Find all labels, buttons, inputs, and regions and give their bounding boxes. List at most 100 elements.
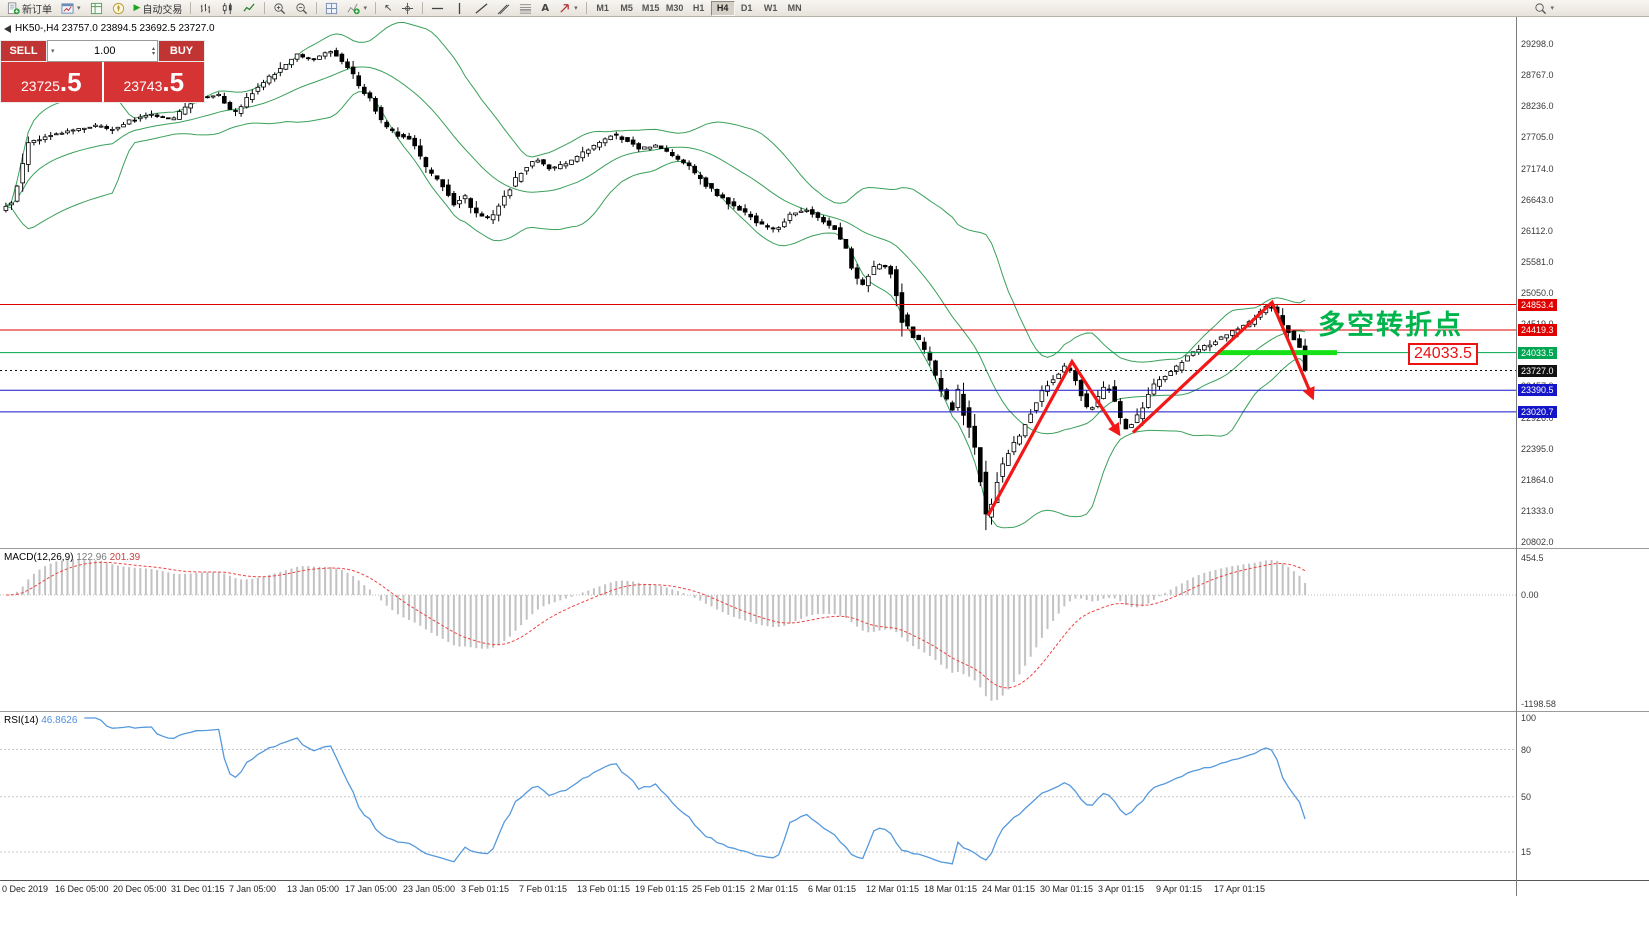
sell-price[interactable]: 23725.5 — [1, 62, 102, 102]
time-label: 30 Mar 01:15 — [1040, 884, 1094, 894]
line-chart-button[interactable] — [239, 1, 260, 16]
price-level-label: 24033.5 — [1518, 347, 1557, 359]
buy-button[interactable]: BUY — [158, 40, 205, 62]
zoom-out-icon — [296, 2, 308, 14]
timeframe-mn-button[interactable]: MN — [783, 1, 807, 16]
rsi-label: RSI(14) 46.8626 — [4, 715, 77, 726]
zoom-out-button[interactable] — [291, 1, 312, 16]
price-tick: 28767.0 — [1521, 70, 1554, 80]
chart-title: HK50-,H4 23757.0 23894.5 23692.5 23727.0 — [4, 23, 215, 34]
time-label: 25 Feb 01:15 — [692, 884, 746, 894]
bar-chart-icon — [201, 3, 211, 13]
volume-input[interactable]: ▾ 1.00 ▴ ▾ — [47, 40, 158, 62]
buy-price[interactable]: 23743.5 — [104, 62, 205, 102]
rsi-panel[interactable]: RSI(14) 46.8626 100 80 50 15 — [0, 711, 1649, 880]
sell-price-main: 23725 — [20, 78, 60, 94]
macd-chart — [0, 559, 1516, 701]
rsi-tick: 100 — [1521, 713, 1537, 723]
time-label: 0 Dec 2019 — [2, 884, 49, 894]
time-label: 7 Jan 05:00 — [229, 884, 277, 894]
volume-value[interactable]: 1.00 — [94, 45, 116, 57]
trendline-button[interactable] — [471, 1, 492, 16]
time-axis[interactable]: 0 Dec 2019 16 Dec 05:00 20 Dec 05:00 31 Dec… — [0, 880, 1649, 896]
horizontal-line-button[interactable] — [427, 1, 448, 16]
toolbar-separator — [190, 2, 192, 14]
timeframe-m15-button[interactable]: M15 — [639, 1, 663, 16]
timeframe-m5-button[interactable]: M5 — [615, 1, 639, 16]
macd-main-value: 122.96 — [76, 552, 107, 563]
market-watch-icon — [90, 2, 102, 14]
one-click-trade-panel: SELL ▾ 1.00 ▴ ▾ BUY 23725.5 23743.5 — [0, 40, 205, 103]
macd-label: MACD(12,26,9) 122.96 201.39 — [4, 552, 140, 563]
time-label: 9 Apr 01:15 — [1156, 884, 1203, 894]
macd-axis: 454.5 0.00 -1198.58 — [1517, 549, 1648, 711]
timeframe-group: M1 M5 M15 M30 H1 H4 D1 W1 MN — [591, 0, 807, 16]
volume-dropdown-icon[interactable]: ▾ — [51, 47, 55, 55]
price-tick: 22926.0 — [1521, 413, 1554, 423]
macd-panel[interactable]: MACD(12,26,9) 122.96 201.39 454.5 0.00 -11… — [0, 548, 1649, 711]
cursor-button[interactable]: ↖ — [380, 1, 396, 16]
trade-panel-prices-row: 23725.5 23743.5 — [0, 62, 205, 103]
timeframe-w1-button[interactable]: W1 — [759, 1, 783, 16]
price-level-label: 23390.5 — [1518, 384, 1557, 396]
search-button[interactable]: ▾ — [1530, 1, 1558, 16]
market-watch-button[interactable] — [86, 1, 107, 16]
sell-button[interactable]: SELL — [0, 40, 47, 62]
arrows-tool-button[interactable]: ▾ — [554, 1, 582, 16]
price-level-label: 23727.0 — [1518, 365, 1557, 377]
navigator-button[interactable] — [108, 1, 129, 16]
price-level-label: 23020.7 — [1518, 406, 1557, 418]
rsi-tick: 80 — [1521, 745, 1532, 755]
timeframe-h4-button[interactable]: H4 — [710, 0, 735, 16]
timeframe-m1-button[interactable]: M1 — [591, 1, 615, 16]
vertical-line-button[interactable] — [449, 1, 470, 16]
time-label: 19 Feb 01:15 — [635, 884, 689, 894]
chart-window-button[interactable]: ▾ — [57, 1, 85, 16]
autotrading-play-icon: ▶ — [133, 3, 141, 13]
chart-window-caret-icon: ▾ — [77, 4, 81, 12]
equidistant-channel-button[interactable] — [493, 1, 514, 16]
time-label: 13 Jan 05:00 — [287, 884, 340, 894]
price-axis[interactable]: 29298.0 28767.0 28236.0 27705.0 27174.0 26643… — [1517, 17, 1648, 548]
main-chart-panel[interactable]: HK50-,H4 23757.0 23894.5 23692.5 23727.0… — [0, 17, 1649, 548]
rsi-tick: 15 — [1521, 847, 1532, 857]
candlestick-chart-icon — [223, 2, 233, 14]
spinner-down-icon[interactable]: ▾ — [151, 50, 155, 57]
crosshair-button[interactable] — [397, 1, 418, 16]
price-tick: 26112.0 — [1521, 226, 1553, 236]
time-label: 24 Mar 01:15 — [982, 884, 1036, 894]
timeframe-h1-button[interactable]: H1 — [687, 1, 711, 16]
bar-chart-button[interactable] — [195, 1, 216, 16]
volume-spinner[interactable]: ▴ ▾ — [151, 45, 157, 57]
macd-tick: -1198.58 — [1521, 699, 1556, 709]
text-tool-button[interactable]: A — [537, 1, 553, 16]
turning-point-annotation: 多空转折点 — [1318, 310, 1463, 340]
buy-price-frac: .5 — [162, 67, 185, 97]
rsi-name: RSI(14) — [4, 715, 39, 726]
toolbar-separator — [422, 2, 424, 14]
candlestick-chart[interactable] — [0, 17, 1649, 548]
autotrading-button[interactable]: ▶ 自动交易 — [130, 1, 187, 16]
spinner-up-icon[interactable]: ▴ — [151, 45, 155, 52]
search-caret-icon: ▾ — [1550, 4, 1554, 12]
price-tick: 25581.0 — [1521, 257, 1554, 267]
candlestick-chart-button[interactable] — [217, 1, 238, 16]
fibonacci-button[interactable] — [515, 1, 536, 16]
zoom-in-button[interactable] — [269, 1, 290, 16]
tile-windows-button[interactable] — [321, 1, 342, 16]
line-chart-icon — [243, 2, 256, 12]
price-tick: 27174.0 — [1521, 164, 1554, 174]
time-label: 31 Dec 01:15 — [171, 884, 225, 894]
time-label: 18 Mar 01:15 — [924, 884, 978, 894]
price-tick: 20802.0 — [1521, 537, 1554, 547]
price-tick: 29298.0 — [1521, 39, 1554, 49]
time-label: 7 Feb 01:15 — [519, 884, 568, 894]
price-tick: 26643.0 — [1521, 195, 1554, 205]
indicators-button[interactable]: ▾ — [343, 1, 371, 16]
timeframe-d1-button[interactable]: D1 — [735, 1, 759, 16]
indicators-icon — [347, 3, 361, 14]
macd-tick: 454.5 — [1521, 553, 1544, 563]
new-order-button[interactable]: 新订单 — [3, 1, 56, 16]
timeframe-m30-button[interactable]: M30 — [663, 1, 687, 16]
